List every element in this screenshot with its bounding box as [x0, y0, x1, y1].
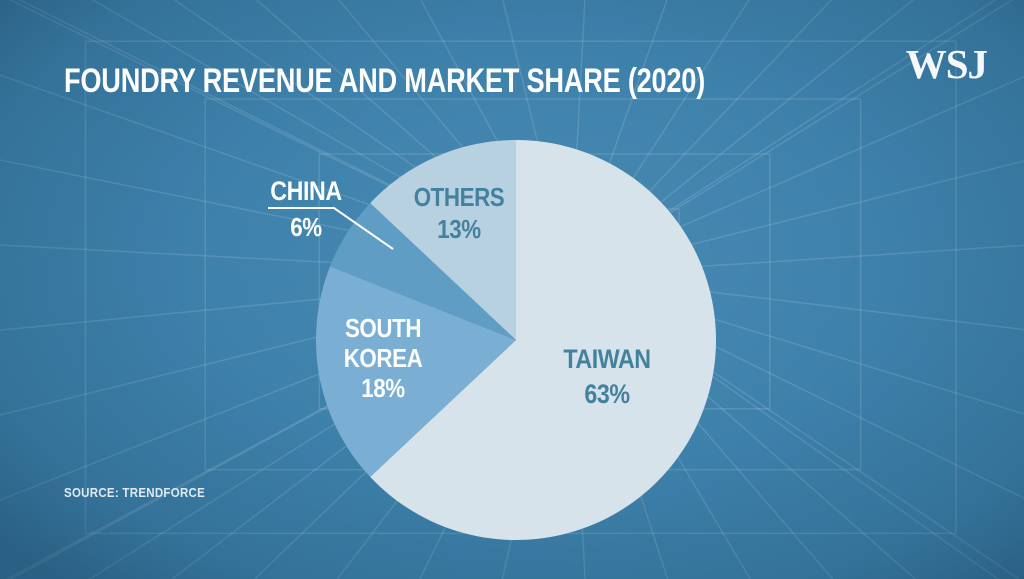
pie-slice-others [370, 140, 516, 340]
slice-percent-south-korea: 18% [361, 373, 405, 403]
label-taiwan: TAIWAN 63% [517, 343, 697, 410]
pie-slice-taiwan [370, 140, 717, 540]
slice-label-south-korea: SOUTH KOREA [343, 313, 423, 373]
chart-title: FOUNDRY REVENUE AND MARKET SHARE (2020) [64, 62, 706, 100]
grid-depth-rect [84, 40, 957, 535]
slice-percent-china: 6% [290, 212, 322, 242]
slice-label-taiwan: TAIWAN [563, 344, 651, 374]
grid-depth-rect [204, 98, 862, 471]
slice-label-china: CHINA [270, 176, 342, 206]
label-others: OTHERS 13% [399, 182, 519, 244]
pie-slice-south-korea [315, 266, 516, 477]
label-south-korea: SOUTH KOREA 18% [323, 313, 443, 403]
slice-percent-taiwan: 63% [584, 379, 630, 409]
source-credit: SOURCE: TRENDFORCE [64, 486, 206, 500]
wsj-logo: WSJ [905, 41, 988, 87]
china-leader-line [268, 207, 394, 250]
slice-percent-others: 13% [437, 214, 481, 244]
slice-label-others: OTHERS [413, 182, 505, 212]
label-china: CHINA 6% [246, 177, 366, 241]
